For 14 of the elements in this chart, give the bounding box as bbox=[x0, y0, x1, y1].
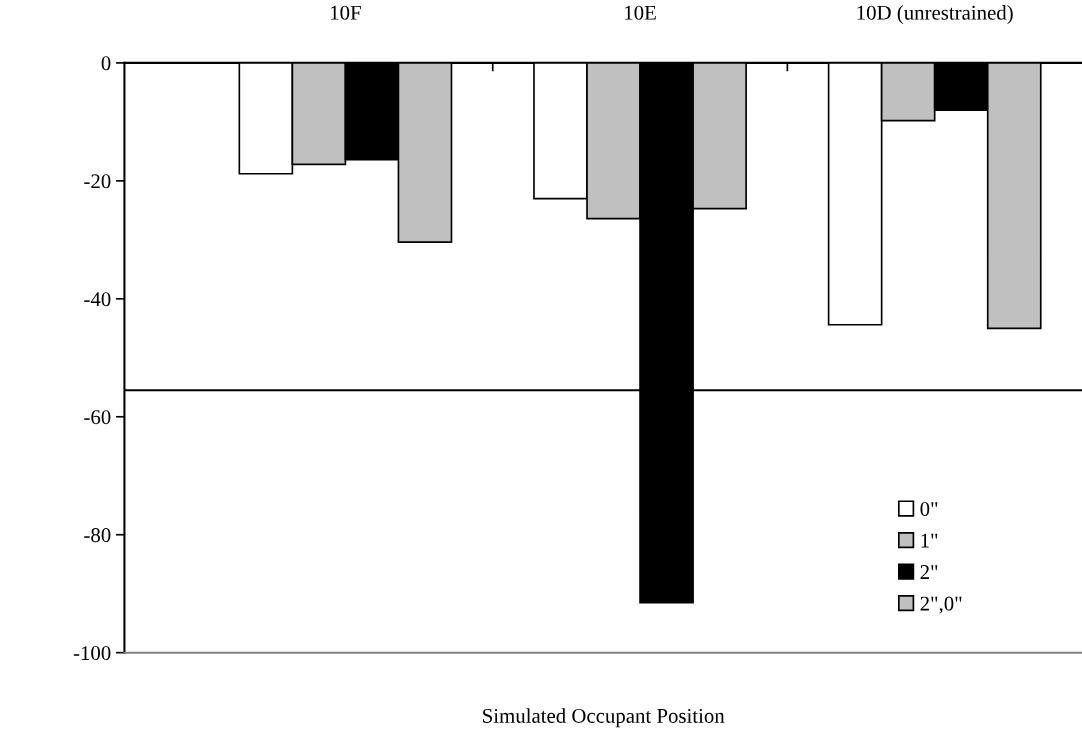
x-axis-title: Simulated Occupant Position bbox=[483, 708, 725, 728]
y-tick-label: -100 bbox=[73, 646, 111, 661]
x-tick-label: 10E bbox=[625, 5, 656, 20]
y-tick-label: 0 bbox=[101, 56, 111, 71]
x-tick-label: 10F bbox=[331, 5, 361, 20]
legend-label: 2",0" bbox=[920, 596, 962, 614]
y-tick-label: -60 bbox=[84, 410, 111, 425]
y-tick-label: -40 bbox=[84, 292, 111, 307]
legend-label: 0" bbox=[920, 502, 938, 517]
legend-label: 1" bbox=[921, 533, 938, 548]
y-tick-label: -80 bbox=[84, 528, 111, 543]
legend-label: 2" bbox=[920, 565, 938, 579]
x-tick-label: 10D (unrestrained) bbox=[857, 5, 1013, 25]
y-tick-label: -20 bbox=[84, 174, 111, 189]
